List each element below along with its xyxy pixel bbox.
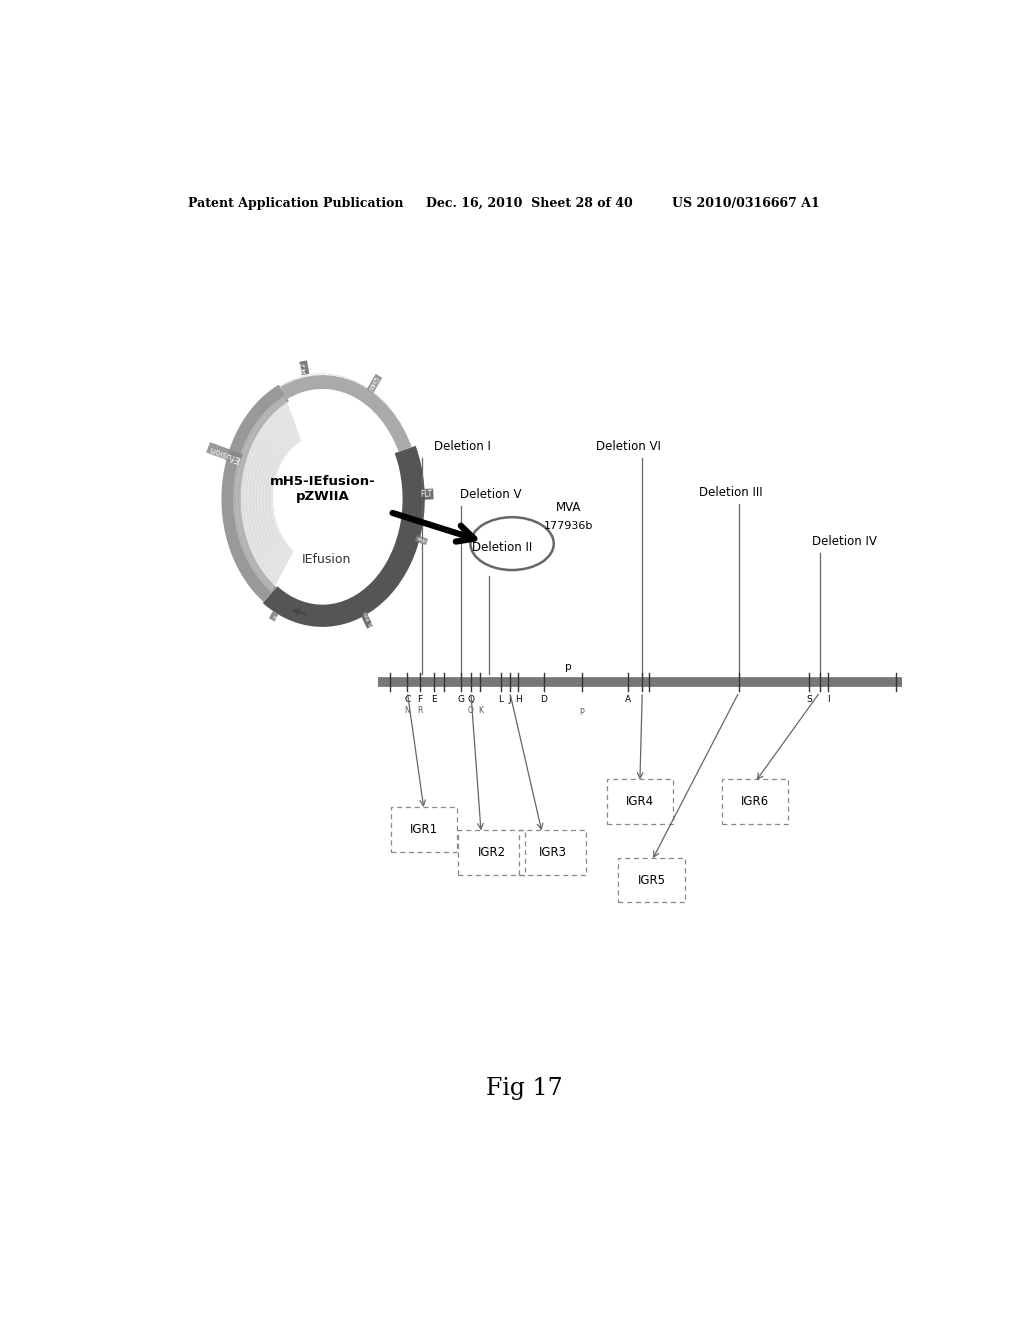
Text: FLT: FLT bbox=[420, 490, 432, 499]
Text: Tc: Tc bbox=[270, 612, 278, 620]
Text: I: I bbox=[826, 696, 829, 704]
Text: IGR6: IGR6 bbox=[741, 795, 769, 808]
Text: H: H bbox=[515, 696, 522, 704]
Text: E: E bbox=[431, 696, 436, 704]
Text: F: F bbox=[418, 696, 423, 704]
Text: IGR3: IGR3 bbox=[539, 846, 566, 859]
Text: Deletion I: Deletion I bbox=[433, 440, 490, 453]
Text: Deletion V: Deletion V bbox=[460, 488, 521, 500]
Text: mH5: mH5 bbox=[368, 375, 381, 392]
Text: rep: rep bbox=[416, 536, 427, 544]
Text: G: G bbox=[458, 696, 465, 704]
Text: Deletion III: Deletion III bbox=[699, 486, 763, 499]
Text: 177936b: 177936b bbox=[544, 521, 593, 532]
Text: Fig 17: Fig 17 bbox=[486, 1077, 563, 1100]
Text: IEfusion: IEfusion bbox=[208, 444, 242, 463]
Text: C: C bbox=[404, 696, 411, 704]
Text: K: K bbox=[478, 706, 483, 715]
Text: O: O bbox=[468, 706, 474, 715]
Text: Q: Q bbox=[467, 696, 474, 704]
Text: mH5-IEfusion-
pZWIIA: mH5-IEfusion- pZWIIA bbox=[269, 475, 376, 503]
Text: IGR1: IGR1 bbox=[410, 822, 438, 836]
Text: MVA: MVA bbox=[556, 502, 582, 515]
Text: Dec. 16, 2010  Sheet 28 of 40: Dec. 16, 2010 Sheet 28 of 40 bbox=[426, 197, 633, 210]
Text: IGR4: IGR4 bbox=[626, 795, 654, 808]
Text: Deletion IV: Deletion IV bbox=[812, 535, 877, 548]
Text: Deletion II: Deletion II bbox=[472, 541, 532, 554]
Text: Patent Application Publication: Patent Application Publication bbox=[187, 197, 403, 210]
Text: A: A bbox=[625, 696, 631, 704]
Text: D: D bbox=[541, 696, 547, 704]
Text: L: L bbox=[499, 696, 504, 704]
Text: bla S: bla S bbox=[360, 611, 372, 627]
Text: IGR2: IGR2 bbox=[477, 846, 506, 859]
Text: US 2010/0316667 A1: US 2010/0316667 A1 bbox=[672, 197, 819, 210]
Text: p: p bbox=[565, 661, 571, 672]
Text: IEfusion: IEfusion bbox=[302, 553, 351, 566]
Text: R: R bbox=[418, 706, 423, 715]
Text: S: S bbox=[806, 696, 812, 704]
Text: Ar2: Ar2 bbox=[300, 362, 308, 374]
Text: Deletion VI: Deletion VI bbox=[596, 440, 662, 453]
Text: J: J bbox=[508, 696, 511, 704]
Text: p: p bbox=[580, 706, 585, 715]
Text: N: N bbox=[404, 706, 411, 715]
Text: IGR5: IGR5 bbox=[638, 874, 666, 887]
